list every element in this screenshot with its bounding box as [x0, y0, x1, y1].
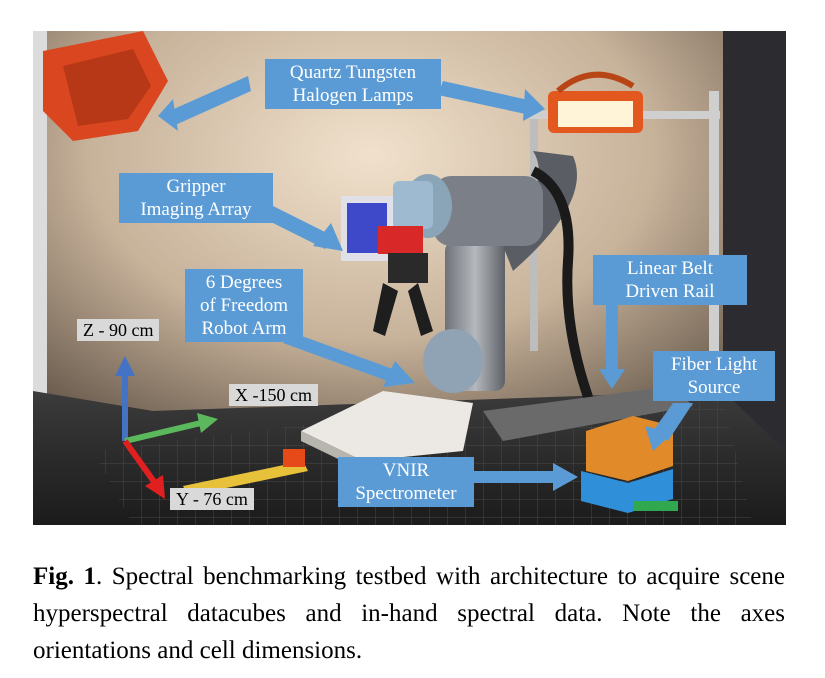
- callout-rail-line1: Linear Belt: [627, 258, 713, 279]
- callout-gripper-line1: Gripper: [166, 176, 226, 197]
- linear-rail: [483, 386, 693, 441]
- gripper-body: [388, 253, 428, 283]
- y-axis-head: [145, 475, 165, 499]
- arrow-spectrometer: [473, 471, 553, 483]
- robot-arm-joint-base: [423, 329, 483, 393]
- figure-label: Fig. 1: [33, 563, 96, 590]
- tape-case: [283, 449, 305, 467]
- arrow-robot-arm-head: [383, 361, 415, 387]
- callout-rail-line2: Driven Rail: [625, 281, 715, 302]
- arrow-lamp-left: [158, 76, 251, 126]
- coordinate-axes: [115, 356, 218, 499]
- arrow-fiber-head: [645, 426, 673, 451]
- figure-caption: Fig. 1. Spectral benchmarking testbed wi…: [33, 558, 785, 669]
- lamp-left-grill: [63, 49, 151, 126]
- arrow-gripper: [265, 206, 333, 249]
- lamp-right-bulb: [558, 101, 633, 127]
- callout-halogen-lamps: Quartz Tungsten Halogen Lamps: [265, 59, 441, 109]
- callout-robot-arm: 6 Degrees of Freedom Robot Arm: [185, 269, 303, 342]
- callout-vnir-line1: VNIR: [382, 460, 430, 481]
- lamp-right-handle: [556, 71, 635, 94]
- axis-label-x: X -150 cm: [229, 384, 318, 406]
- tape-measure: [183, 461, 308, 496]
- callout-vnir-line2: Spectrometer: [355, 483, 457, 504]
- axis-label-y: Y - 76 cm: [170, 488, 254, 510]
- arrow-rail-head: [599, 369, 625, 389]
- callout-fiber-light-source: Fiber Light Source: [653, 351, 775, 401]
- caption-text: . Spectral benchmarking testbed with arc…: [33, 563, 785, 664]
- x-axis-head: [197, 413, 218, 433]
- callout-lamps-line2: Halogen Lamps: [292, 85, 414, 106]
- arrow-gripper-head: [313, 223, 343, 251]
- callout-fiber-line1: Fiber Light: [670, 354, 758, 375]
- arrow-rail: [606, 301, 618, 371]
- gripper-finger-right: [408, 283, 433, 336]
- callout-arrows: [158, 76, 693, 491]
- callout-arm-line2: of Freedom: [199, 295, 289, 316]
- callout-arm-line3: Robot Arm: [201, 318, 287, 339]
- arrow-robot-arm: [283, 331, 398, 383]
- callout-vnir-spectrometer: VNIR Spectrometer: [338, 457, 474, 507]
- sample-plate: [301, 391, 473, 461]
- robot-arm-cable: [530, 166, 598, 413]
- callout-gripper-line2: Imaging Array: [140, 199, 252, 220]
- callout-arm-line1: 6 Degrees: [205, 272, 283, 293]
- testbed-photo: Quartz Tungsten Halogen Lamps Gripper Im…: [33, 31, 786, 525]
- arrow-lamp-right-head: [523, 89, 545, 121]
- callout-gripper-imaging-array: Gripper Imaging Array: [119, 173, 273, 223]
- spectrometer-board: [633, 501, 678, 511]
- robot-arm-elbow: [433, 176, 543, 246]
- callout-linear-belt-rail: Linear Belt Driven Rail: [593, 255, 747, 305]
- axis-label-z: Z - 90 cm: [77, 319, 160, 341]
- gripper-finger-left: [373, 283, 398, 336]
- z-axis-head: [115, 356, 135, 376]
- gripper-adapter: [378, 226, 423, 254]
- robot-wrist-cap: [393, 181, 433, 229]
- callout-fiber-line2: Source: [687, 377, 741, 398]
- callout-lamps-line1: Quartz Tungsten: [289, 62, 417, 83]
- y-axis-arrow: [122, 439, 158, 485]
- x-axis-arrow: [124, 420, 202, 444]
- arrow-lamp-left-head: [158, 99, 178, 131]
- arrow-lamp-right: [438, 81, 533, 115]
- arrow-spectrometer-head: [553, 463, 578, 491]
